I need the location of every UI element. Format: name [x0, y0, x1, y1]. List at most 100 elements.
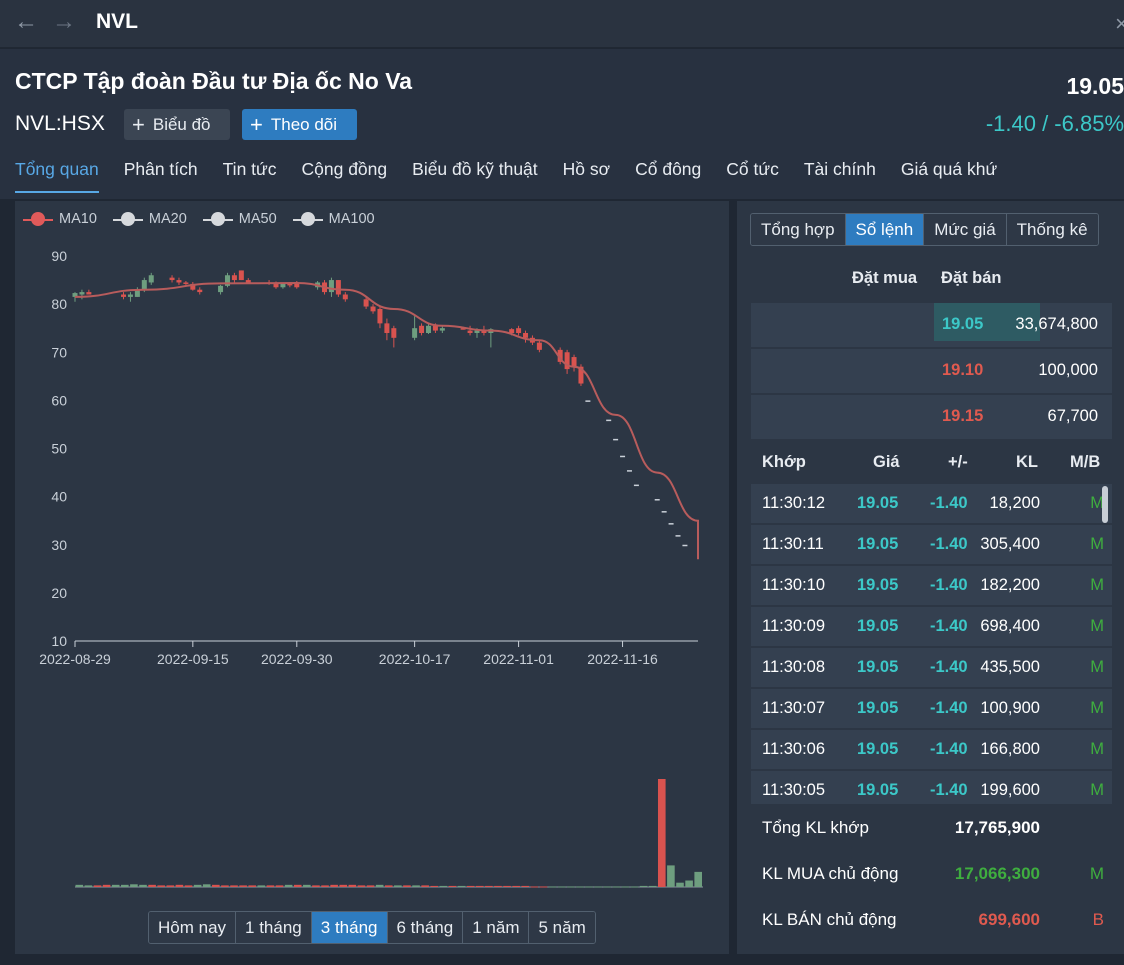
trade-change: -1.40	[930, 576, 968, 594]
volume-bar	[576, 886, 584, 888]
volume-bar	[321, 885, 329, 887]
volume-bar	[475, 885, 484, 887]
legend-label: MA100	[328, 211, 375, 227]
tab-analysis[interactable]: Phân tích	[123, 159, 198, 179]
y-tick-label: 30	[51, 537, 67, 553]
tab-statistics[interactable]: Thống kê	[1006, 214, 1098, 245]
tab-technical-chart[interactable]: Biểu đồ kỹ thuật	[412, 159, 538, 179]
legend-item-ma50[interactable]: MA50	[202, 211, 277, 227]
tab-price-history[interactable]: Giá quá khứ	[900, 159, 998, 179]
trade-side: M	[1090, 576, 1104, 594]
trade-row: 11:30:09 19.05 -1.40 698,400 M	[751, 607, 1112, 648]
range-today-button[interactable]: Hôm nay	[149, 912, 237, 943]
volume-bar	[421, 885, 429, 887]
candle	[79, 292, 85, 295]
y-tick-label: 10	[51, 633, 67, 649]
trade-volume: 305,400	[980, 535, 1040, 553]
volume-bar	[585, 886, 593, 888]
tab-overview[interactable]: Tổng quan	[15, 155, 99, 193]
ma50-swatch-icon	[202, 212, 233, 226]
trade-volume: 166,800	[980, 740, 1040, 758]
candle	[564, 352, 570, 370]
volume-bar	[630, 886, 639, 888]
trade-price: 19.05	[857, 617, 899, 635]
tab-community[interactable]: Cộng đồng	[301, 159, 388, 179]
ask-row[interactable]: 19.10 100,000	[751, 349, 1112, 393]
range-5-years-button[interactable]: 5 năm	[529, 912, 595, 943]
tab-news[interactable]: Tin tức	[222, 159, 277, 179]
volume-bar	[657, 779, 666, 887]
tab-summary[interactable]: Tổng hợp	[751, 214, 846, 245]
candle	[613, 438, 619, 441]
candle	[412, 328, 418, 338]
candle	[509, 329, 515, 333]
volume-bar	[366, 885, 375, 887]
trade-price: 19.05	[857, 699, 899, 717]
range-6-months-button[interactable]: 6 tháng	[387, 912, 464, 943]
buy-orders-header: Đặt mua	[852, 269, 918, 287]
trade-volume: 100,900	[980, 699, 1040, 717]
legend-item-ma20[interactable]: MA20	[112, 211, 187, 227]
candle	[134, 289, 140, 297]
trade-time: 11:30:11	[762, 535, 824, 553]
forward-arrow-icon[interactable]: →	[52, 8, 76, 35]
trade-row: 11:30:05 19.05 -1.40 199,600 M	[751, 771, 1112, 804]
tab-profile[interactable]: Hồ sơ	[562, 159, 611, 179]
price-change: -1.40 / -6.85%	[985, 111, 1124, 136]
y-tick-label: 90	[51, 248, 67, 264]
tab-financials[interactable]: Tài chính	[803, 159, 876, 179]
active-sell-label: KL BÁN chủ động	[762, 910, 897, 929]
chart-button[interactable]: + Biểu đồ	[124, 109, 230, 140]
trade-price: 19.05	[857, 740, 899, 758]
back-arrow-icon[interactable]: ←	[14, 8, 38, 35]
ask-row[interactable]: 19.05 33,674,800	[751, 303, 1112, 347]
candle	[661, 511, 667, 513]
window-title: NVL	[96, 10, 138, 33]
candle	[536, 342, 542, 350]
volume-bar	[221, 885, 229, 887]
range-1-month-button[interactable]: 1 tháng	[236, 912, 312, 943]
price-chart[interactable]: 90 80 70 60 50 40 30 20 10 2022-08-29 2022-09-15 20…	[15, 201, 729, 901]
trade-price: 19.05	[857, 781, 899, 799]
y-tick-label: 50	[51, 441, 67, 457]
ask-row[interactable]: 19.15 67,700	[751, 395, 1112, 439]
volume-bar	[166, 885, 175, 887]
active-sell-row: KL BÁN chủ động 699,600 B	[751, 898, 1112, 942]
candle	[432, 325, 438, 331]
range-3-months-button[interactable]: 3 tháng	[311, 912, 388, 943]
candle	[86, 292, 92, 295]
legend-item-ma100[interactable]: MA100	[292, 211, 375, 227]
candle	[294, 283, 300, 288]
volume-bar	[639, 885, 648, 887]
candle	[606, 419, 612, 422]
volume-bar	[139, 884, 147, 887]
trades-scrollbar[interactable]	[1102, 486, 1108, 523]
trade-change: -1.40	[930, 617, 968, 635]
candle	[363, 299, 369, 307]
legend-item-ma10[interactable]: MA10	[23, 211, 97, 227]
ticker-symbol: NVL:HSX	[15, 112, 105, 135]
volume-bar	[284, 884, 293, 887]
tab-price-levels[interactable]: Mức giá	[924, 214, 1007, 245]
candle	[516, 328, 522, 333]
trade-volume: 182,200	[980, 576, 1040, 594]
tab-shareholders[interactable]: Cổ đông	[635, 159, 702, 179]
trade-price: 19.05	[857, 535, 899, 553]
chart-legend: MA10 MA20 MA50 MA100	[23, 211, 375, 227]
active-buy-value: 17,066,300	[954, 864, 1040, 883]
main-tabs: Tổng quan Phân tích Tin tức Cộng đồng Bi…	[0, 155, 1010, 199]
candle	[176, 280, 182, 283]
candle	[626, 470, 632, 472]
tab-order-book[interactable]: Sổ lệnh	[845, 214, 925, 245]
range-1-year-button[interactable]: 1 năm	[463, 912, 530, 943]
volume-bar	[394, 885, 402, 887]
close-icon[interactable]: ×	[1115, 11, 1124, 36]
follow-button[interactable]: + Theo dõi	[242, 109, 357, 140]
order-book-tabs: Tổng hợp Sổ lệnh Mức giá Thống kê	[750, 213, 1099, 246]
trades-list[interactable]: 11:30:12 19.05 -1.40 18,200 M 11:30:11 1…	[751, 484, 1112, 804]
total-volume-label: Tổng KL khớp	[762, 818, 869, 837]
tab-dividends[interactable]: Cổ tức	[726, 159, 779, 179]
current-price: 19.05	[1066, 73, 1124, 99]
candle	[183, 282, 189, 284]
volume-bar	[375, 884, 384, 887]
